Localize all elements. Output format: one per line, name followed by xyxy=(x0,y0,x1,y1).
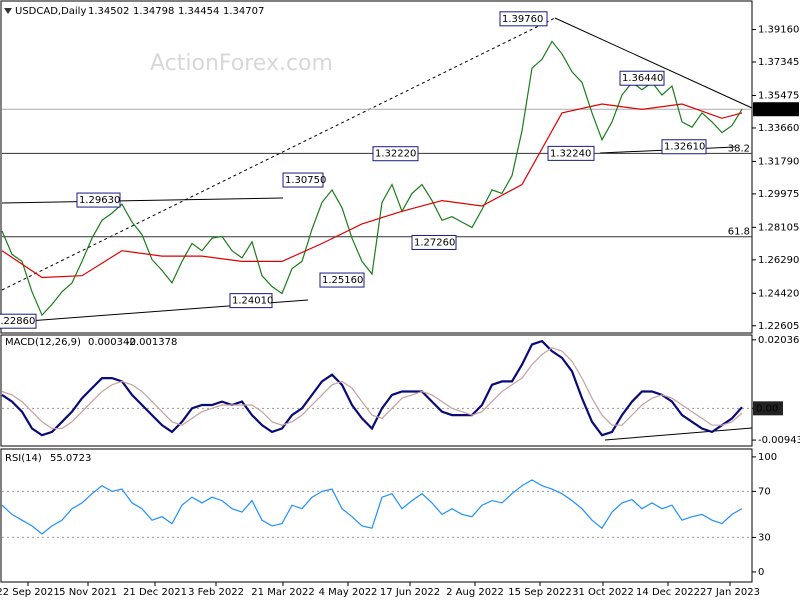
price-frame xyxy=(0,0,753,334)
price-label: 1.22860 xyxy=(0,316,35,327)
current-price: 1.34707 xyxy=(756,104,797,115)
price-label-box xyxy=(0,313,37,329)
close: 1.34707 xyxy=(223,6,264,17)
series-line xyxy=(1,479,743,535)
y-tick-label: 1.33660 xyxy=(758,123,799,134)
price-label: 1.27260 xyxy=(414,237,455,248)
x-tick-label: 15 Sep 2022 xyxy=(508,587,571,598)
y-tick-label: 1.37345 xyxy=(758,57,799,68)
open: 1.34502 xyxy=(88,6,129,17)
x-tick-label: 31 Oct 2022 xyxy=(572,587,634,598)
symbol: USDCAD,Daily xyxy=(15,6,86,17)
x-tick-label: 5 Nov 2021 xyxy=(59,587,117,598)
low: 1.34454 xyxy=(178,6,219,17)
price-label: 1.30750 xyxy=(285,175,326,186)
y-tick-label: 1.31790 xyxy=(758,156,799,167)
rsi-frame xyxy=(0,448,753,583)
price-label: 1.39760 xyxy=(502,14,543,25)
y-tick-label: 30 xyxy=(758,532,771,543)
y-tick-label: 0.02036 xyxy=(758,335,799,346)
x-tick-label: 21 Dec 2021 xyxy=(123,587,187,598)
price-label: 1.32220 xyxy=(375,149,416,160)
high: 1.34798 xyxy=(133,6,174,17)
x-tick-label: 3 Feb 2022 xyxy=(188,587,244,598)
x-tick-label: 14 Dec 2022 xyxy=(636,587,700,598)
price-label-box xyxy=(619,70,665,86)
x-tick-label: 22 Sep 2021 xyxy=(0,587,60,598)
y-tick-label: 1.26290 xyxy=(758,255,799,266)
y-tick-label: 1.29975 xyxy=(758,189,799,200)
x-tick-label: 17 Jun 2022 xyxy=(380,587,440,598)
price-label-box xyxy=(282,172,324,188)
series-line xyxy=(1,40,743,317)
price-label-box xyxy=(661,139,707,155)
price-label-box xyxy=(411,234,457,250)
fib-label: 38.2 xyxy=(728,143,750,154)
y-tick-label: 1.24420 xyxy=(758,288,799,299)
trendline xyxy=(604,427,753,441)
price-label: 1.25160 xyxy=(322,275,363,286)
price-label: 1.24010 xyxy=(232,296,273,307)
price-label: 1.32610 xyxy=(664,142,705,153)
y-tick-label: 1.39160 xyxy=(758,25,799,36)
x-tick-label: 4 May 2022 xyxy=(319,587,378,598)
macd-frame xyxy=(0,334,753,447)
y-tick-label: 1.28105 xyxy=(758,222,799,233)
y-tick-label: 70 xyxy=(758,486,771,497)
price-label-box xyxy=(372,146,419,162)
price-label-box xyxy=(229,293,273,309)
price-label-box xyxy=(499,11,548,27)
series-line xyxy=(1,339,743,437)
x-tick-label: 27 Jan 2023 xyxy=(700,587,760,598)
price-label: 1.32240 xyxy=(550,148,591,159)
y-tick-label: 1.22605 xyxy=(758,321,799,332)
price-label-box xyxy=(319,272,365,288)
trendline xyxy=(554,17,753,109)
current-price-box xyxy=(753,102,799,117)
y-tick-label: 100 xyxy=(758,452,777,463)
x-tick-label: 21 Mar 2022 xyxy=(251,587,314,598)
signal-value: -0.001378 xyxy=(126,337,177,348)
watermark: ActionForex.com xyxy=(150,51,333,76)
series-line xyxy=(1,347,743,430)
macd-value: 0.000342 xyxy=(88,337,136,348)
y-tick-label: 0 xyxy=(758,567,764,578)
series-line xyxy=(1,103,743,279)
price-label: 1.29630 xyxy=(79,195,120,206)
y-tick-label: -0.009438 xyxy=(758,435,800,446)
macd-title: MACD(12,26,9) xyxy=(5,337,81,348)
trendline xyxy=(1,17,556,291)
symbol-icon xyxy=(4,8,12,14)
price-label-box xyxy=(76,192,121,208)
x-tick-label: 2 Aug 2022 xyxy=(446,587,504,598)
current-macd: 0.00 xyxy=(756,403,778,414)
current-macd-box xyxy=(753,401,783,416)
price-label: 1.36440 xyxy=(622,73,663,84)
y-tick-label: 1.35475 xyxy=(758,90,799,101)
fib-label: 61.8 xyxy=(728,227,750,238)
rsi-value: 55.0723 xyxy=(50,453,91,464)
rsi-title: RSI(14) xyxy=(5,453,42,464)
price-label-box xyxy=(547,145,595,161)
trendline xyxy=(1,197,284,204)
